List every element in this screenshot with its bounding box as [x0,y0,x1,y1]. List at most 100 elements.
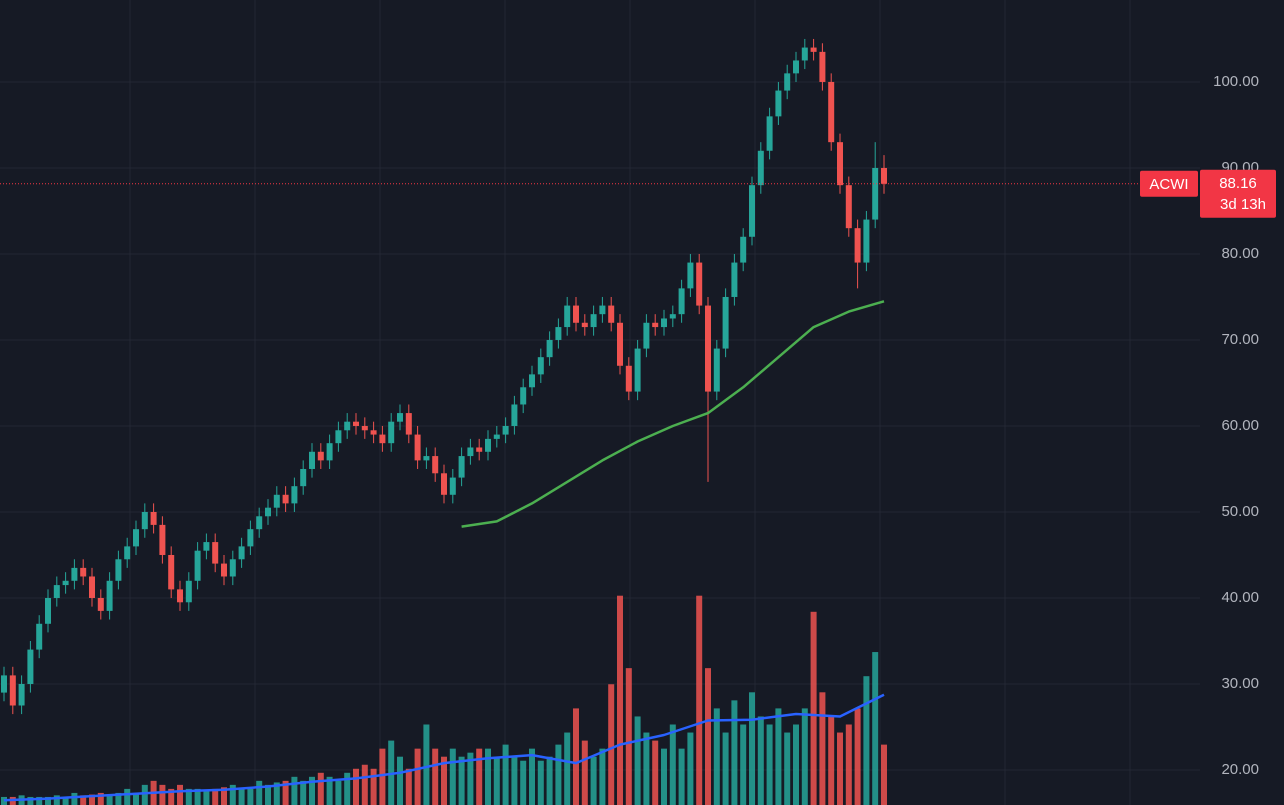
volume-bar [317,772,324,805]
volume-bar [414,748,421,805]
volume-bar [106,795,113,805]
candle-body [361,425,368,431]
candle-body [89,576,95,598]
volume-bar [837,732,843,805]
candle-body [150,511,157,525]
volume-bar [696,595,703,805]
candle-body [590,314,597,328]
candle-body [353,421,359,426]
volume-bar [529,748,535,805]
candle-body [265,507,271,517]
candle-body [405,413,412,435]
candle-body [493,434,500,439]
volume-bar [564,732,571,805]
volume-bar [344,772,351,805]
y-tick-label: 20.00 [1221,761,1259,778]
volume-bar [53,795,60,805]
candle-body [141,511,148,530]
candle-body [881,167,887,184]
volume-bar [159,784,166,805]
volume-bar [238,788,245,805]
volume-bar [546,756,553,805]
volume-bar [115,792,122,805]
volume-bar [713,708,720,805]
volume-bar [467,752,474,805]
candle-body [608,305,615,323]
candle-body [326,443,333,461]
volume-bar [27,796,34,805]
volume-bar [273,782,280,805]
volume-bar [141,784,148,805]
candle-body [749,185,755,237]
symbol-label: ACWI [1149,176,1188,193]
volume-bar [502,744,509,805]
candle-body [863,219,870,263]
volume-bar [793,724,799,805]
volume-bar [687,732,694,805]
volume-bar [581,740,588,805]
volume-bar [617,595,623,805]
candle-body [397,413,403,422]
candle-body [229,559,236,577]
candle-body [617,322,623,366]
candle-body [669,314,676,319]
volume-bar [485,748,491,805]
volume-bar [511,756,518,805]
candle-body [520,387,527,405]
volume-bar [256,780,263,805]
volume-bar [361,764,368,805]
candle-body [502,425,509,435]
candle-body [309,451,315,469]
volume-bar [828,716,835,805]
candle-body [45,597,51,624]
volume-bar [370,768,377,805]
volume-bar [520,760,527,805]
candle-body [766,116,773,151]
volume-bar [863,676,870,805]
volume-bar [634,716,641,805]
candle-body [212,542,219,564]
volume-bar [397,756,403,805]
candle-body [819,51,826,82]
y-tick-label: 60.00 [1221,417,1259,434]
candle-body [344,421,351,431]
candle-body [529,374,535,388]
volume-bar [89,794,95,805]
candle-body [300,468,307,487]
volume-bar [291,776,298,805]
candle-body [872,167,879,220]
candle-body [317,451,324,461]
candle-body [775,90,782,117]
candle-body [599,305,606,315]
volume-bar [872,652,879,805]
candle-body [705,305,711,392]
candle-body [379,434,386,444]
volume-bar [282,780,289,805]
volume-bar [775,708,782,805]
volume-bar [449,748,456,805]
volume-bar [766,724,773,805]
volume-bar [45,796,51,805]
candle-body [511,404,518,426]
candle-body [837,142,843,186]
candle-body [845,185,852,229]
volume-bar [212,788,219,805]
candle-body [221,563,227,577]
candle-body [36,623,43,650]
candle-body [168,554,175,590]
candle-body [458,456,465,478]
volume-bar [97,792,104,805]
volume-bar [458,756,465,805]
candle-body [828,81,835,143]
candle-body [722,296,729,349]
volume-bar [194,788,201,805]
volume-bar [625,668,632,805]
candle-body [1,675,7,693]
candle-body [854,228,861,263]
volume-bar [309,776,315,805]
candle-body [106,580,113,611]
volume-bar [247,788,254,805]
volume-bar [661,748,667,805]
volume-bar [555,744,562,805]
